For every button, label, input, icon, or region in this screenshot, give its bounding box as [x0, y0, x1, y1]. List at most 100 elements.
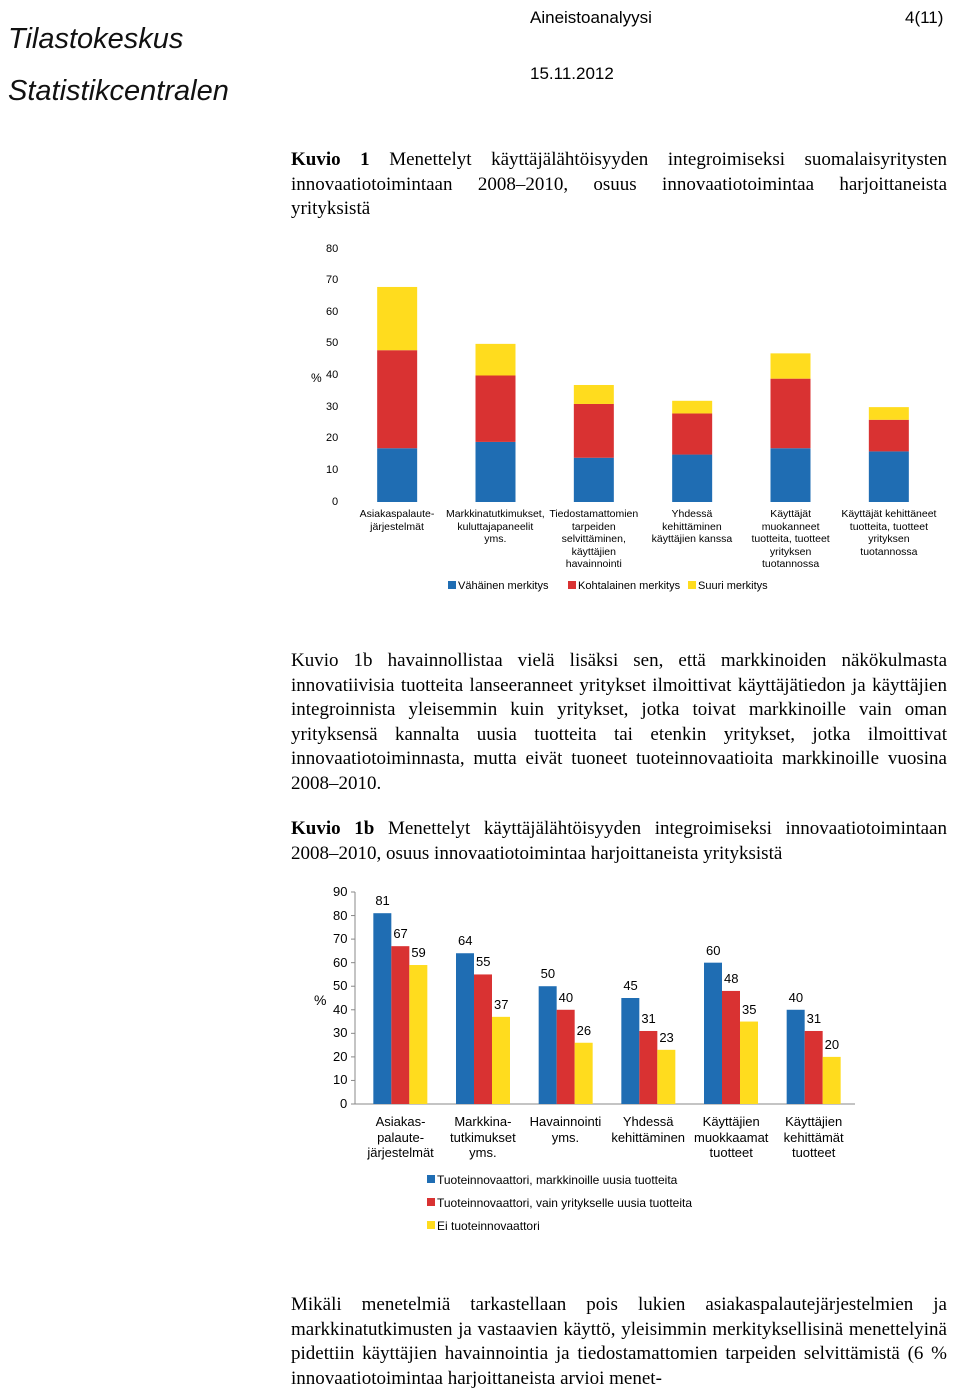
- x-tick-label: Tiedostamattomien tarpeiden selvittämine…: [549, 508, 639, 571]
- bar: [740, 1021, 758, 1104]
- bar: [556, 1009, 575, 1104]
- legend-label: Suuri merkitys: [698, 579, 768, 592]
- doc-title: Aineistoanalyysi: [530, 8, 652, 27]
- bar: [722, 990, 740, 1104]
- legend-label: Tuoteinnovaattori, vain yritykselle uusi…: [437, 1196, 693, 1210]
- bar-segment: [868, 419, 909, 452]
- y-tick-label: 60: [333, 954, 348, 970]
- y-tick-label: 30: [326, 400, 339, 413]
- legend-label: Vähäinen merkitys: [458, 579, 549, 592]
- caption-label: Kuvio 1: [291, 149, 370, 170]
- legend-swatch: [427, 1221, 435, 1229]
- bar: [804, 1030, 823, 1104]
- bar: [786, 1009, 805, 1104]
- caption-text: Menettelyt käyttäjälähtöisyyden integroi…: [291, 149, 948, 220]
- legend-swatch: [427, 1198, 435, 1206]
- y-tick-label: 90: [333, 884, 348, 899]
- bar-segment: [573, 384, 614, 404]
- bar: [538, 986, 557, 1104]
- y-tick-label: 0: [332, 495, 339, 508]
- bar-segment: [573, 457, 614, 502]
- y-tick-label: 40: [333, 1001, 348, 1017]
- data-label: 26: [576, 1022, 592, 1038]
- x-tick-label: Yhdessä kehittäminen käyttäjien kanssa: [651, 508, 733, 546]
- date: 15.11.2012: [530, 64, 614, 83]
- bar-segment: [672, 413, 713, 455]
- y-tick-label: 40: [326, 369, 339, 381]
- caption-label: Kuvio 1b: [291, 818, 375, 839]
- legend-swatch: [448, 581, 456, 589]
- data-label: 55: [476, 954, 491, 970]
- bar-segment: [770, 448, 811, 502]
- page-number: 4(11): [905, 8, 944, 27]
- logo: Tilastokeskus Statistikcentralen: [8, 0, 229, 130]
- caption: Kuvio 1 Menettelyt käyttäjälähtöisyyden …: [291, 148, 947, 222]
- bar-segment: [573, 403, 614, 458]
- x-tick-label: Käyttäjien muokkaamat tuotteet: [694, 1114, 769, 1161]
- y-tick-label: 10: [333, 1072, 348, 1088]
- legend-swatch: [688, 581, 696, 589]
- bar: [373, 913, 392, 1104]
- paragraph: Mikäli menetelmiä tarkastellaan pois luk…: [291, 1294, 947, 1389]
- y-tick-label: 30: [333, 1025, 348, 1041]
- data-label: 81: [375, 893, 390, 909]
- x-tick-label: Havainnointi yms.: [529, 1114, 602, 1145]
- bar: [657, 1049, 676, 1104]
- data-label: 48: [724, 970, 739, 986]
- data-label: 45: [623, 978, 638, 993]
- data-label: 67: [393, 926, 408, 942]
- y-tick-label: 20: [333, 1048, 348, 1064]
- y-tick-label: 80: [326, 242, 339, 255]
- data-label: 20: [824, 1036, 840, 1052]
- legend-label: Kohtalainen merkitys: [578, 579, 681, 592]
- bar: [456, 953, 474, 1104]
- bar: [621, 998, 640, 1104]
- bar: [704, 962, 722, 1104]
- caption-text: Menettelyt käyttäjälähtöisyyden integroi…: [291, 818, 947, 864]
- x-tick-label: Käyttäjät kehittäneet tuotteita, tuottee…: [841, 508, 937, 558]
- x-tick-label: Asiakaspalaute- järjestelmät: [359, 508, 435, 533]
- bar: [474, 974, 492, 1104]
- paragraph: Kuvio 1b havainnollistaa vielä lisäksi s…: [291, 650, 947, 794]
- bar-segment: [770, 378, 811, 449]
- y-tick-label: 70: [326, 274, 339, 287]
- data-label: 40: [788, 989, 804, 1005]
- y-tick-label: 50: [326, 337, 339, 350]
- bar-segment: [868, 451, 909, 502]
- y-tick-label: 80: [333, 907, 348, 923]
- data-label: 40: [558, 989, 574, 1005]
- bar: [492, 1016, 510, 1104]
- data-label: 23: [659, 1029, 674, 1045]
- legend-swatch: [427, 1175, 435, 1183]
- bar-segment: [475, 375, 516, 442]
- bar: [391, 946, 410, 1104]
- y-tick-label: 20: [326, 432, 339, 445]
- data-label: 31: [806, 1010, 822, 1026]
- data-label: 37: [494, 996, 509, 1012]
- legend-label: Tuoteinnovaattori, markkinoille uusia tu…: [437, 1173, 678, 1187]
- data-label: 59: [411, 945, 426, 961]
- bar-segment: [377, 448, 418, 502]
- data-label: 60: [706, 942, 721, 958]
- data-label: 31: [641, 1010, 656, 1026]
- y-tick-label: 70: [333, 931, 348, 947]
- y-axis-label: %: [311, 370, 322, 385]
- bar-segment: [672, 454, 713, 502]
- y-tick-label: 60: [326, 305, 339, 318]
- data-label: 50: [540, 966, 556, 982]
- x-tick-label: Käyttäjien kehittämät tuotteet: [783, 1114, 844, 1161]
- y-tick-label: 10: [326, 463, 339, 476]
- x-tick-label: Käyttäjät muokanneet tuotteita, tuotteet…: [751, 508, 830, 571]
- y-tick-label: 0: [340, 1096, 348, 1111]
- bar: [639, 1030, 658, 1104]
- logo-line: Tilastokeskus: [8, 23, 184, 55]
- x-tick-label: Markkina- tutkimukset yms.: [450, 1114, 516, 1161]
- bar-segment: [377, 286, 418, 351]
- x-tick-label: Yhdessä kehittäminen: [611, 1114, 686, 1145]
- bar-segment: [475, 343, 516, 376]
- legend-label: Ei tuoteinnovaattori: [437, 1219, 540, 1233]
- data-label: 35: [742, 1001, 757, 1017]
- y-tick-label: 50: [333, 978, 348, 994]
